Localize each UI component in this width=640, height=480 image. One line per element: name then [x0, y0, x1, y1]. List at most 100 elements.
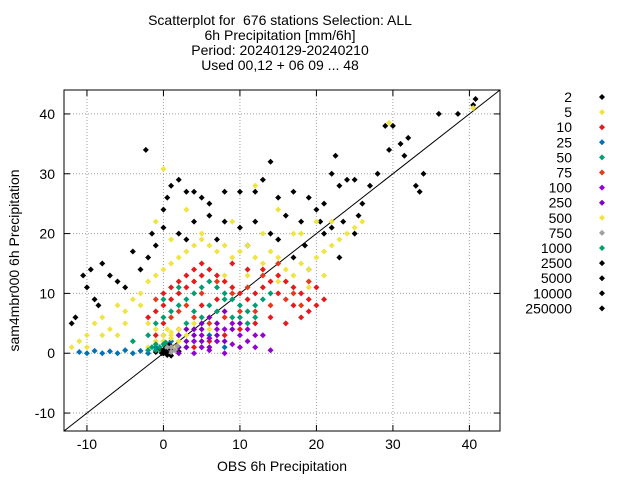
data-point — [168, 296, 175, 303]
data-point — [229, 320, 236, 327]
data-point — [267, 290, 274, 297]
data-point — [252, 332, 259, 339]
data-point — [416, 188, 423, 195]
data-point — [290, 290, 297, 297]
data-point — [191, 242, 198, 249]
data-point — [145, 278, 152, 285]
data-point — [91, 347, 98, 354]
data-point — [164, 194, 171, 201]
data-point — [152, 242, 159, 249]
data-point — [148, 344, 155, 351]
data-point — [198, 302, 205, 309]
data-point — [206, 320, 213, 327]
data-point — [183, 344, 190, 351]
data-point — [351, 176, 358, 183]
data-point — [164, 326, 171, 333]
data-point — [198, 338, 205, 345]
data-point — [332, 152, 339, 159]
legend-label: 25 — [556, 134, 572, 150]
legend-marker — [599, 214, 605, 221]
data-point — [206, 266, 213, 273]
data-point — [191, 314, 198, 321]
data-point — [359, 218, 366, 225]
data-point — [236, 308, 243, 315]
chart-title-line-4: Used 00,12 + 06 09 ... 48 — [201, 57, 359, 73]
data-point — [175, 338, 182, 345]
legend-label: 2500 — [541, 255, 572, 271]
legend-label: 50 — [556, 149, 572, 165]
data-point — [275, 260, 282, 267]
data-point — [91, 320, 98, 327]
data-point — [472, 95, 479, 102]
data-point — [275, 278, 282, 285]
data-point — [183, 284, 190, 291]
data-point — [275, 206, 282, 213]
data-point — [129, 350, 136, 357]
data-point — [374, 170, 381, 177]
legend-marker — [599, 154, 605, 161]
data-point — [454, 110, 461, 117]
data-point — [95, 302, 102, 309]
data-point — [275, 290, 282, 297]
data-point — [244, 284, 251, 291]
data-point — [229, 290, 236, 297]
data-point — [99, 260, 106, 267]
data-point — [198, 236, 205, 243]
data-point — [221, 308, 228, 315]
data-point — [152, 272, 159, 279]
data-point — [152, 332, 159, 339]
data-point — [386, 146, 393, 153]
data-point — [206, 302, 213, 309]
data-point — [206, 242, 213, 249]
data-point — [137, 290, 144, 297]
data-point — [168, 314, 175, 321]
data-point — [252, 290, 259, 297]
data-point — [152, 218, 159, 225]
data-point — [267, 158, 274, 165]
data-point — [72, 314, 79, 321]
data-point — [191, 266, 198, 273]
data-point — [351, 224, 358, 231]
data-point — [122, 347, 129, 354]
chart-title-line-2: 6h Precipitation [mm/6h] — [204, 27, 356, 43]
data-point — [236, 224, 243, 231]
y-tick-label: 20 — [39, 226, 55, 242]
data-point — [221, 278, 228, 285]
data-point — [267, 248, 274, 255]
data-point — [328, 170, 335, 177]
data-point — [229, 284, 236, 291]
data-point — [76, 349, 83, 356]
data-point — [412, 182, 419, 189]
data-point — [156, 344, 163, 351]
data-point — [221, 344, 228, 351]
data-point — [229, 341, 236, 348]
data-point — [99, 332, 106, 339]
data-point — [168, 236, 175, 243]
data-point — [198, 260, 205, 267]
data-point — [301, 242, 308, 249]
data-point — [305, 194, 312, 201]
data-point — [298, 290, 305, 297]
data-point — [305, 284, 312, 291]
data-point — [313, 284, 320, 291]
data-point — [206, 212, 213, 219]
data-point — [236, 290, 243, 297]
data-point — [321, 248, 328, 255]
data-point — [244, 296, 251, 303]
data-point — [83, 344, 90, 351]
data-point — [206, 326, 213, 333]
data-point — [175, 278, 182, 285]
data-point — [122, 284, 129, 291]
data-point — [114, 350, 121, 357]
legend-label: 750 — [549, 225, 573, 241]
data-point — [206, 335, 213, 342]
data-point — [267, 314, 274, 321]
data-point — [83, 284, 90, 291]
data-point — [152, 320, 159, 327]
data-point — [275, 272, 282, 279]
data-point — [290, 284, 297, 291]
data-point — [229, 296, 236, 303]
data-point — [244, 308, 251, 315]
data-point — [259, 332, 266, 339]
